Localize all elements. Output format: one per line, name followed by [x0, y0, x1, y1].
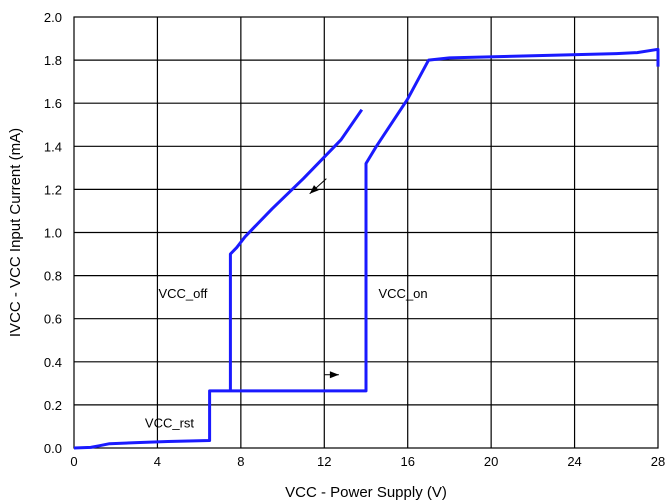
series-line-1 [73, 47, 660, 450]
y-tick-label: 1.2 [44, 182, 62, 197]
y-tick-label: 2.0 [44, 10, 62, 25]
y-tick-label: 0.6 [44, 312, 62, 327]
annotation-label: VCC_rst [145, 415, 195, 430]
y-axis-title: IVCC - VCC Input Current (mA) [7, 128, 24, 337]
y-tick-label: 0.8 [44, 269, 62, 284]
x-tick-label: 24 [567, 454, 581, 469]
x-axis-title: VCC - Power Supply (V) [285, 484, 447, 501]
annotations: VCC_off VCC_on VCC_rst [145, 286, 428, 430]
x-tick-label: 4 [154, 454, 161, 469]
arrow [324, 371, 339, 379]
plot-frame [73, 16, 659, 449]
arrow [309, 178, 327, 195]
y-tick-label: 0.4 [44, 355, 62, 370]
x-tick-label: 16 [400, 454, 414, 469]
x-tick-label: 12 [317, 454, 331, 469]
arrows [309, 178, 339, 379]
y-tick-label: 0.2 [44, 398, 62, 413]
x-tick-label: 8 [237, 454, 244, 469]
x-tick-label: 0 [70, 454, 77, 469]
y-tick-label: 0.0 [44, 441, 62, 456]
ticks: 0 4 8 12 16 20 24 28 0.0 0.2 0.4 0.6 0.8 1.0 1.2 1.4 1.6… [44, 10, 665, 469]
annotation-label: VCC_on [379, 286, 428, 301]
annotation-label: VCC_off [158, 286, 207, 301]
x-tick-label: 28 [651, 454, 665, 469]
y-tick-label: 1.0 [44, 226, 62, 241]
series-line-2 [228, 108, 364, 391]
x-tick-label: 20 [484, 454, 498, 469]
y-tick-label: 1.6 [44, 96, 62, 111]
y-tick-label: 1.4 [44, 139, 62, 154]
y-tick-label: 1.8 [44, 53, 62, 68]
grid [74, 17, 658, 448]
series [73, 47, 660, 450]
